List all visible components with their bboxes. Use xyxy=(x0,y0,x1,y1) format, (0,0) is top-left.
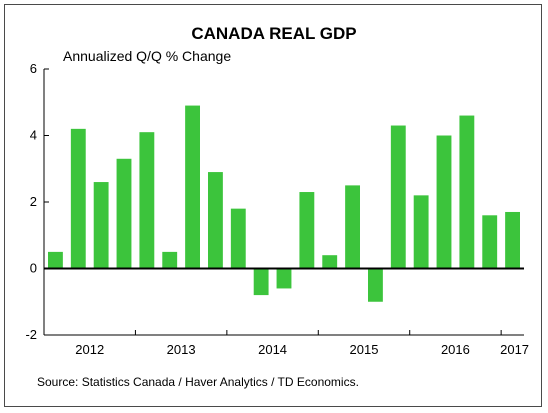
x-tick-label-2015: 2015 xyxy=(350,342,379,357)
bar-2012Q1 xyxy=(48,251,63,269)
bar-2014Q4 xyxy=(299,192,315,269)
bar-2017Q1 xyxy=(505,211,520,269)
y-axis-label: Annualized Q/Q % Change xyxy=(63,48,231,64)
bar-2013Q1 xyxy=(139,132,155,269)
bar-2013Q3 xyxy=(185,105,200,269)
bar-2012Q4 xyxy=(116,158,132,269)
y-tick-label-4: 6 xyxy=(30,61,37,76)
y-tick-label-2: 2 xyxy=(30,194,37,209)
chart-title: CANADA REAL GDP xyxy=(191,24,356,43)
bar-2014Q3 xyxy=(276,268,292,289)
x-tick-label-2014: 2014 xyxy=(258,342,287,357)
bar-2013Q2 xyxy=(162,251,178,269)
bar-2016Q1 xyxy=(413,195,429,269)
bar-2014Q2 xyxy=(253,268,269,296)
bar-2015Q4 xyxy=(390,125,406,269)
y-tick-label-1: 0 xyxy=(30,261,37,276)
bar-2016Q3 xyxy=(459,115,475,269)
bar-2012Q2 xyxy=(70,128,86,269)
x-tick-label-2012: 2012 xyxy=(75,342,104,357)
bar-2016Q2 xyxy=(436,135,452,269)
bar-2015Q3 xyxy=(368,268,383,302)
bar-2016Q4 xyxy=(482,215,498,269)
chart-frame xyxy=(4,4,542,407)
bar-2015Q2 xyxy=(345,185,360,269)
bar-2015Q1 xyxy=(322,255,338,269)
x-tick-label-2013: 2013 xyxy=(167,342,196,357)
bar-2012Q3 xyxy=(93,182,109,269)
x-tick-label-2016: 2016 xyxy=(441,342,470,357)
chart-source: Source: Statistics Canada / Haver Analyt… xyxy=(37,375,359,389)
plot-area: -2 0 2 4 6 2012 2013 2014 2015 2016 2017 xyxy=(25,61,529,357)
bar-2013Q4 xyxy=(208,172,223,269)
x-tick-label-2017: 2017 xyxy=(500,342,529,357)
y-tick-label-3: 4 xyxy=(30,128,37,143)
y-tick-label-0: -2 xyxy=(25,327,37,342)
bar-2014Q1 xyxy=(230,208,246,269)
